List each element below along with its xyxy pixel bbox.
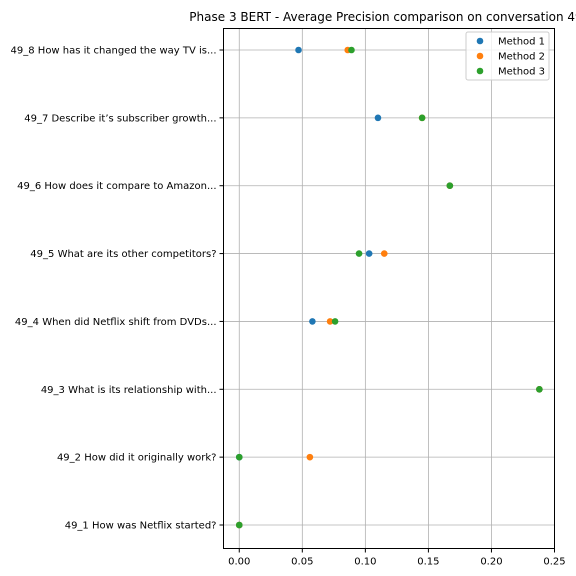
- axis-labels-layer: 0.00 0.05 0.10 0.15 0.20 0.25 49_1 How was Net…: [11, 46, 566, 568]
- point-method-1: [365, 250, 373, 257]
- x-tick-label: 0.20: [480, 557, 502, 568]
- x-tick-label: 0.15: [417, 557, 439, 568]
- point-method-3: [235, 453, 243, 461]
- y-tick-label: 49_3 What is its relationship with...: [41, 385, 217, 396]
- x-tick-label: 0.10: [354, 557, 376, 568]
- legend-label: Method 3: [498, 67, 545, 78]
- y-tick-label: 49_8 How has it changed the way TV is...: [11, 46, 217, 57]
- point-method-3: [235, 521, 243, 529]
- point-method-1: [309, 318, 316, 325]
- legend-marker: [476, 67, 484, 75]
- plot-frame: [223, 28, 555, 549]
- point-method-3: [355, 250, 363, 257]
- point-method-2: [326, 318, 334, 325]
- legend-marker: [476, 52, 484, 60]
- x-tick-label: 0.25: [543, 557, 565, 568]
- y-tick-label: 49_1 How was Netflix started?: [65, 521, 217, 532]
- legend-label: Method 1: [498, 37, 545, 48]
- y-tick-label: 49_7 Describe it’s subscriber growth...: [24, 113, 216, 124]
- x-tick-label: 0.05: [291, 557, 313, 568]
- point-method-3: [348, 46, 355, 54]
- point-method-3: [331, 318, 339, 325]
- y-tick-label: 49_4 When did Netflix shift from DVDs...: [15, 317, 217, 328]
- point-method-3: [418, 114, 426, 122]
- legend-label: Method 2: [498, 52, 545, 63]
- point-method-3: [536, 385, 543, 393]
- points-layer: [235, 46, 543, 529]
- legend-box: [465, 31, 550, 81]
- grid-layer: [223, 28, 555, 549]
- y-tick-label: 49_5 What are its other competitors?: [30, 249, 216, 260]
- point-method-1: [374, 114, 382, 122]
- y-tick-label: 49_6 How does it compare to Amazon...: [17, 181, 216, 192]
- point-method-1: [295, 46, 302, 54]
- point-method-3: [446, 182, 454, 190]
- legend-marker: [476, 37, 484, 45]
- legend: Method 1 Method 2 Method 3: [465, 31, 550, 81]
- y-tick-label: 49_2 How did it originally work?: [57, 453, 217, 464]
- point-method-2: [306, 453, 314, 461]
- x-tick-label: 0.00: [228, 557, 250, 568]
- chart-title: Phase 3 BERT - Average Precision compari…: [189, 10, 576, 24]
- point-method-2: [380, 250, 388, 257]
